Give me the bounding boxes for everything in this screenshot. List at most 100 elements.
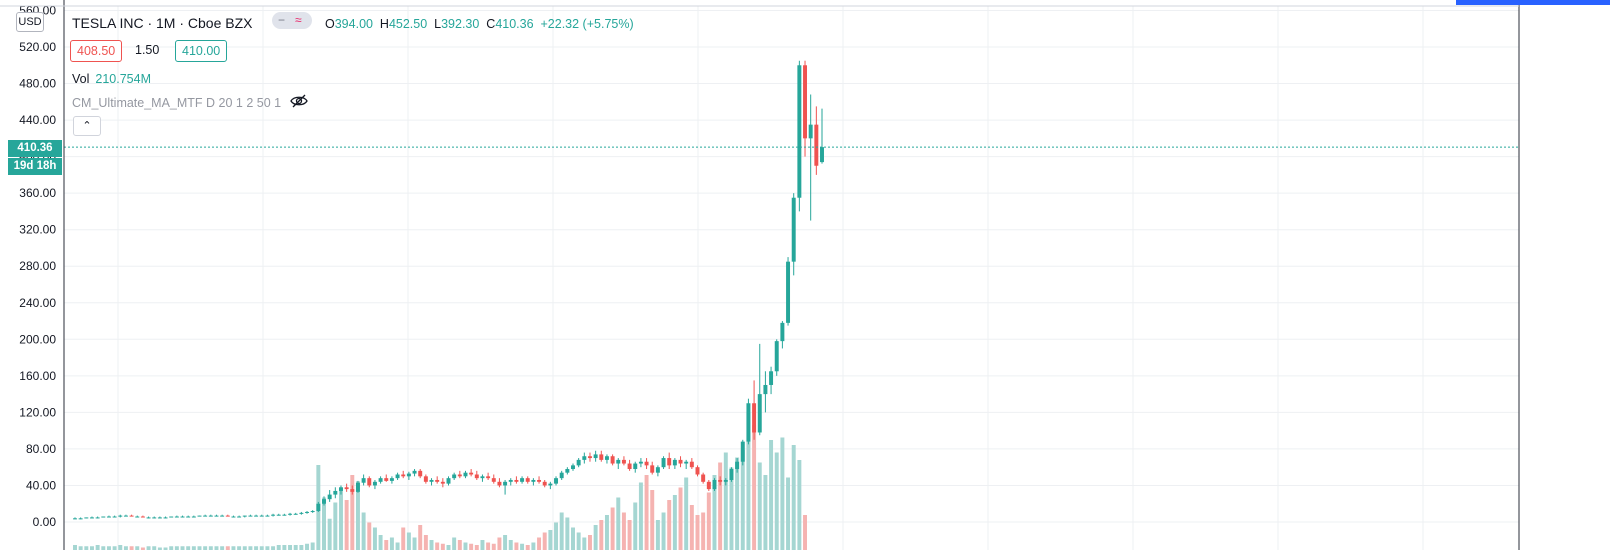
volume-bar bbox=[803, 515, 808, 550]
volume-bar bbox=[576, 532, 581, 550]
volume-bar bbox=[786, 477, 791, 550]
candle-body bbox=[135, 516, 140, 518]
candle-body bbox=[152, 517, 157, 519]
volume-bar bbox=[220, 546, 225, 550]
price-tick-label: 520.00 bbox=[19, 40, 56, 54]
eye-crossed-icon[interactable] bbox=[290, 94, 308, 108]
candle-body bbox=[491, 478, 496, 482]
candle-body bbox=[225, 515, 230, 517]
volume-bar bbox=[780, 437, 785, 550]
candle-body bbox=[791, 197, 796, 262]
candle-body bbox=[633, 463, 638, 470]
candle-body bbox=[729, 469, 734, 480]
candle-body bbox=[723, 479, 728, 482]
candle-body bbox=[684, 461, 689, 464]
volume-bar bbox=[491, 543, 496, 550]
price-tick-label: 280.00 bbox=[19, 259, 56, 273]
volume-bar bbox=[486, 542, 491, 550]
volume-bar bbox=[746, 412, 751, 550]
volume-bar bbox=[101, 546, 106, 550]
volume-bar bbox=[423, 535, 428, 550]
candle-body bbox=[661, 458, 666, 468]
volume-bar bbox=[723, 452, 728, 550]
volume-bar bbox=[265, 546, 270, 550]
candle-body bbox=[548, 483, 553, 486]
volume-bar bbox=[293, 545, 298, 550]
approx-icon[interactable]: ≈ bbox=[295, 13, 302, 27]
chevron-up-icon[interactable]: ⌃ bbox=[73, 116, 101, 136]
candle-body bbox=[191, 516, 196, 518]
volume-bar bbox=[633, 502, 638, 550]
candle-body bbox=[214, 515, 219, 517]
candle-body bbox=[180, 516, 185, 518]
candle-body bbox=[73, 518, 77, 520]
price-tick-label: 160.00 bbox=[19, 369, 56, 383]
low-value: 392.30 bbox=[441, 17, 480, 31]
candle-body bbox=[242, 515, 247, 517]
candle-body bbox=[752, 403, 757, 433]
volume-bar bbox=[276, 545, 281, 550]
volume-bar bbox=[361, 512, 366, 550]
candle-body bbox=[350, 489, 355, 492]
bid-button[interactable]: 408.50 bbox=[70, 40, 123, 62]
candle-body bbox=[129, 515, 134, 517]
volume-bar bbox=[757, 462, 762, 550]
volume-bar bbox=[389, 537, 394, 550]
volume-bar bbox=[548, 530, 553, 550]
candle-body bbox=[469, 472, 474, 475]
ohlc-values: O394.00 H452.50 L392.30 C410.36 +22.32 (… bbox=[325, 17, 634, 31]
low-label: L bbox=[434, 17, 442, 31]
volume-bar bbox=[650, 490, 655, 550]
candle-body bbox=[486, 476, 491, 479]
high-value: 452.50 bbox=[388, 17, 428, 31]
symbol-title[interactable]: TESLA INC · 1M · Cboe BZX bbox=[72, 15, 253, 31]
price-tick-label: 240.00 bbox=[19, 296, 56, 310]
candle-body bbox=[503, 481, 508, 486]
ask-button[interactable]: 410.00 bbox=[175, 40, 228, 62]
volume-legend[interactable]: Vol 210.754M bbox=[72, 72, 151, 86]
minus-icon[interactable]: − bbox=[278, 13, 286, 27]
candle-body bbox=[678, 459, 683, 464]
price-axis[interactable]: 0.00 40.00 80.00 120.00 160.00 200.00 240.00 28… bbox=[19, 3, 56, 529]
candle-body bbox=[780, 322, 785, 342]
volume-bar bbox=[271, 546, 276, 550]
candle-body bbox=[106, 516, 111, 518]
currency-label[interactable]: USD bbox=[16, 12, 44, 32]
open-label: O bbox=[325, 17, 335, 31]
candle-body bbox=[140, 516, 145, 518]
volume-bar bbox=[769, 440, 774, 550]
candle-body bbox=[446, 478, 451, 484]
legend-toggle-pill[interactable]: − ≈ bbox=[272, 12, 312, 29]
volume-bar bbox=[78, 546, 83, 550]
volume-bar bbox=[406, 532, 411, 550]
candle-body bbox=[316, 503, 321, 512]
price-tick-label: 360.00 bbox=[19, 186, 56, 200]
chart-grid bbox=[64, 6, 1519, 550]
volume-bar bbox=[401, 527, 406, 550]
volume-bar bbox=[384, 540, 389, 550]
price-tick-label: 0.00 bbox=[33, 515, 57, 529]
indicator-legend[interactable]: CM_Ultimate_MA_MTF D 20 1 2 50 1 bbox=[72, 96, 282, 110]
candle-body bbox=[718, 479, 723, 482]
open-value: 394.00 bbox=[334, 17, 373, 31]
volume-bar bbox=[163, 547, 168, 550]
candle-body bbox=[565, 469, 570, 473]
volume-bar bbox=[367, 522, 372, 550]
candle-body bbox=[123, 515, 128, 517]
volume-bar bbox=[763, 475, 768, 550]
volume-bar bbox=[712, 475, 717, 550]
candle-body bbox=[208, 515, 213, 517]
volume-bar bbox=[305, 543, 310, 550]
volume-bar bbox=[627, 520, 632, 550]
volume-bar bbox=[338, 487, 343, 550]
volume-bar bbox=[604, 515, 609, 550]
candle-body bbox=[259, 515, 264, 517]
volume-bar bbox=[429, 540, 434, 550]
volume-bar bbox=[525, 545, 530, 550]
candle-body bbox=[95, 517, 100, 519]
volume-bar bbox=[718, 462, 723, 550]
candle-body bbox=[593, 454, 598, 459]
candle-body bbox=[650, 465, 655, 473]
candle-body bbox=[706, 481, 711, 490]
